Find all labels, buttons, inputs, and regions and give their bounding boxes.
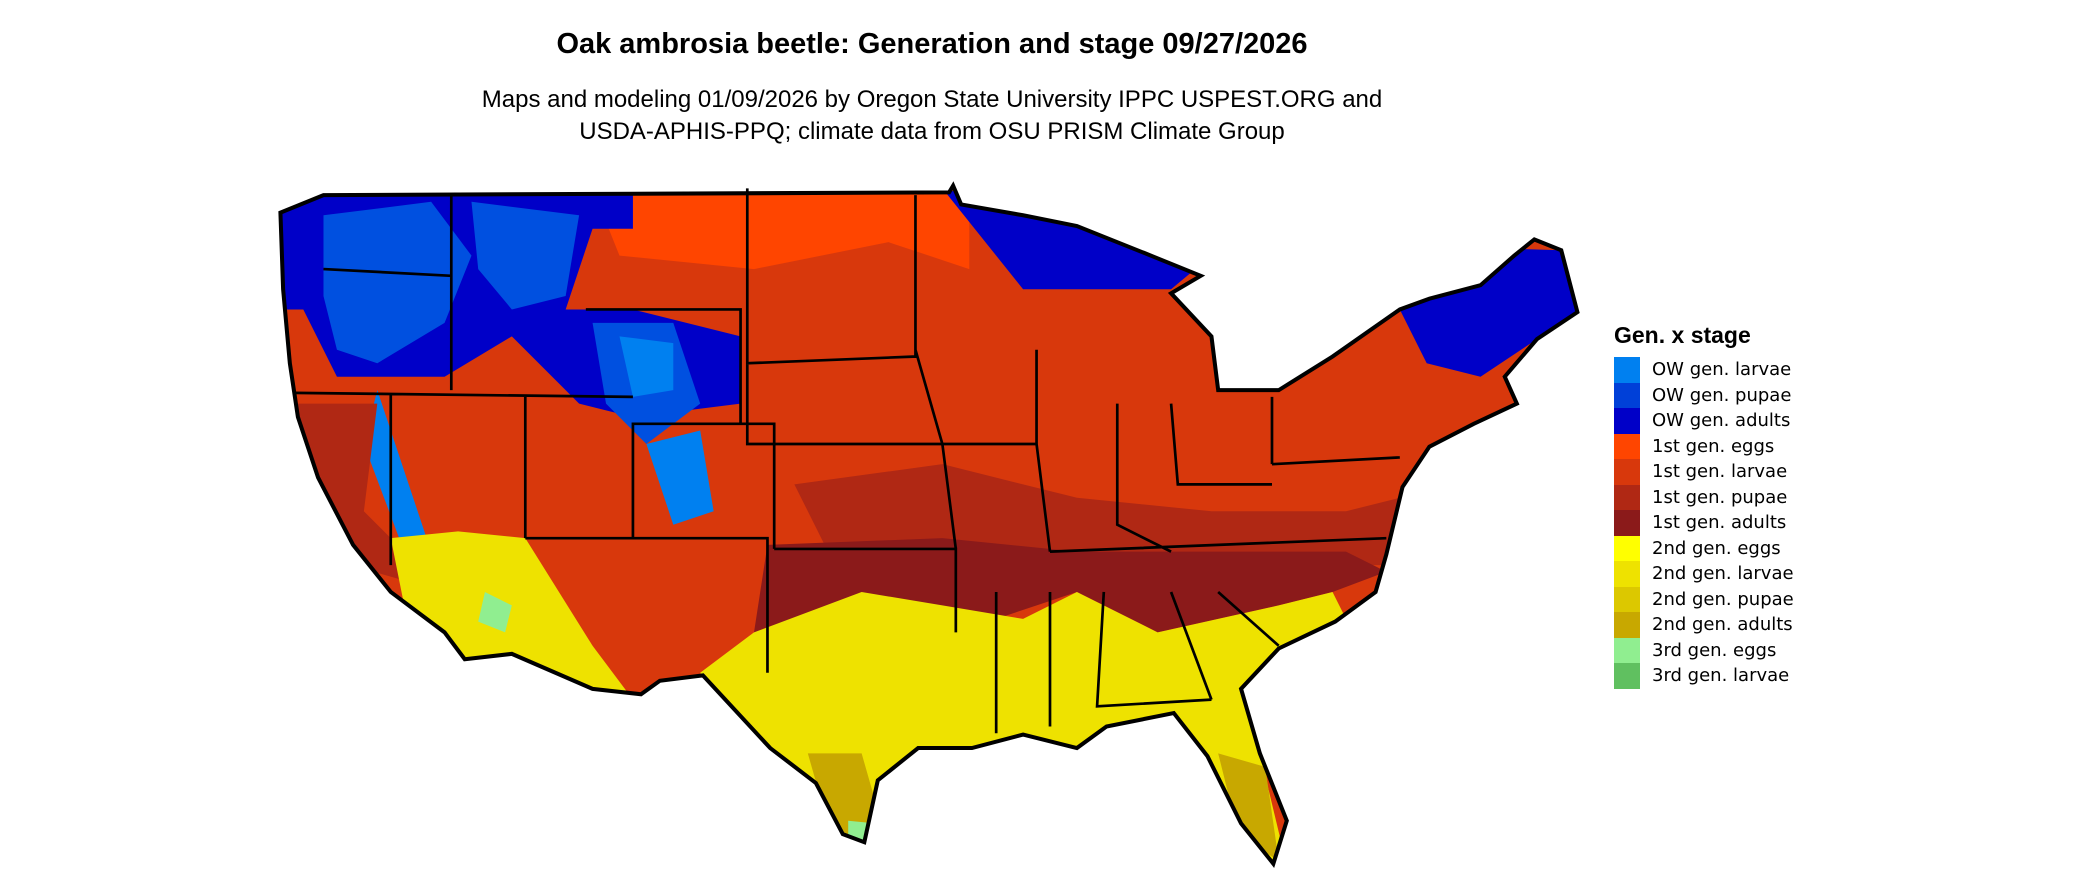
legend-label: 1st gen. pupae — [1652, 486, 1788, 508]
legend-item: 2nd gen. adults — [1614, 612, 1794, 638]
legend-label: 2nd gen. adults — [1652, 614, 1793, 636]
legend-item: 2nd gen. pupae — [1614, 586, 1794, 612]
legend-item: 1st gen. adults — [1614, 510, 1794, 536]
legend-swatch — [1614, 637, 1640, 663]
legend-swatch — [1614, 459, 1640, 485]
legend-item: 2nd gen. larvae — [1614, 561, 1794, 587]
legend-label: OW gen. larvae — [1652, 359, 1792, 381]
legend-label: 1st gen. eggs — [1652, 435, 1775, 457]
legend-swatch — [1614, 586, 1640, 612]
legend-label: 1st gen. adults — [1652, 512, 1787, 534]
legend-swatch — [1614, 663, 1640, 689]
legend-item: 1st gen. pupae — [1614, 484, 1794, 510]
state-borders — [280, 186, 1577, 864]
legend-swatch — [1614, 510, 1640, 536]
legend-item: OW gen. larvae — [1614, 357, 1794, 383]
legend-label: OW gen. pupae — [1652, 384, 1792, 406]
legend-swatch — [1614, 535, 1640, 561]
legend: Gen. x stage OW gen. larvae OW gen. pupae… — [1614, 322, 1794, 689]
legend-item: 2nd gen. eggs — [1614, 535, 1794, 561]
legend-label: 2nd gen. larvae — [1652, 563, 1794, 585]
legend-item: 1st gen. larvae — [1614, 459, 1794, 485]
legend-item: 3rd gen. larvae — [1614, 663, 1794, 689]
legend-swatch — [1614, 612, 1640, 638]
legend-label: 2nd gen. pupae — [1652, 588, 1794, 610]
legend-item: OW gen. adults — [1614, 408, 1794, 434]
region-2nd-gen-adults — [807, 753, 1279, 862]
legend-label: 3rd gen. eggs — [1652, 639, 1777, 661]
map-subtitle-line1: Maps and modeling 01/09/2026 by Oregon S… — [481, 86, 1383, 113]
legend-label: 1st gen. larvae — [1652, 461, 1788, 483]
legend-swatch — [1614, 433, 1640, 459]
legend-label: 2nd gen. eggs — [1652, 537, 1781, 559]
legend-label: 3rd gen. larvae — [1652, 665, 1790, 687]
legend-item: 3rd gen. eggs — [1614, 637, 1794, 663]
legend-title: Gen. x stage — [1614, 322, 1751, 348]
legend-swatch — [1614, 408, 1640, 434]
region-1st-gen-eggs — [592, 188, 970, 270]
region-ow-pupae-west — [323, 201, 701, 444]
region-ow-larvae-rockies — [363, 336, 714, 552]
map-subtitle-line2: USDA-APHIS-PPQ; climate data from OSU PR… — [579, 118, 1285, 145]
legend-label: OW gen. adults — [1652, 410, 1791, 432]
legend-item: OW gen. pupae — [1614, 382, 1794, 408]
legend-swatch — [1614, 382, 1640, 408]
legend-swatch — [1614, 357, 1640, 383]
map-title: Oak ambrosia beetle: Generation and stag… — [556, 28, 1308, 60]
legend-swatch — [1614, 484, 1640, 510]
legend-swatch — [1614, 561, 1640, 587]
legend-item: 1st gen. eggs — [1614, 433, 1794, 459]
region-1st-gen-pupae — [289, 403, 1400, 592]
